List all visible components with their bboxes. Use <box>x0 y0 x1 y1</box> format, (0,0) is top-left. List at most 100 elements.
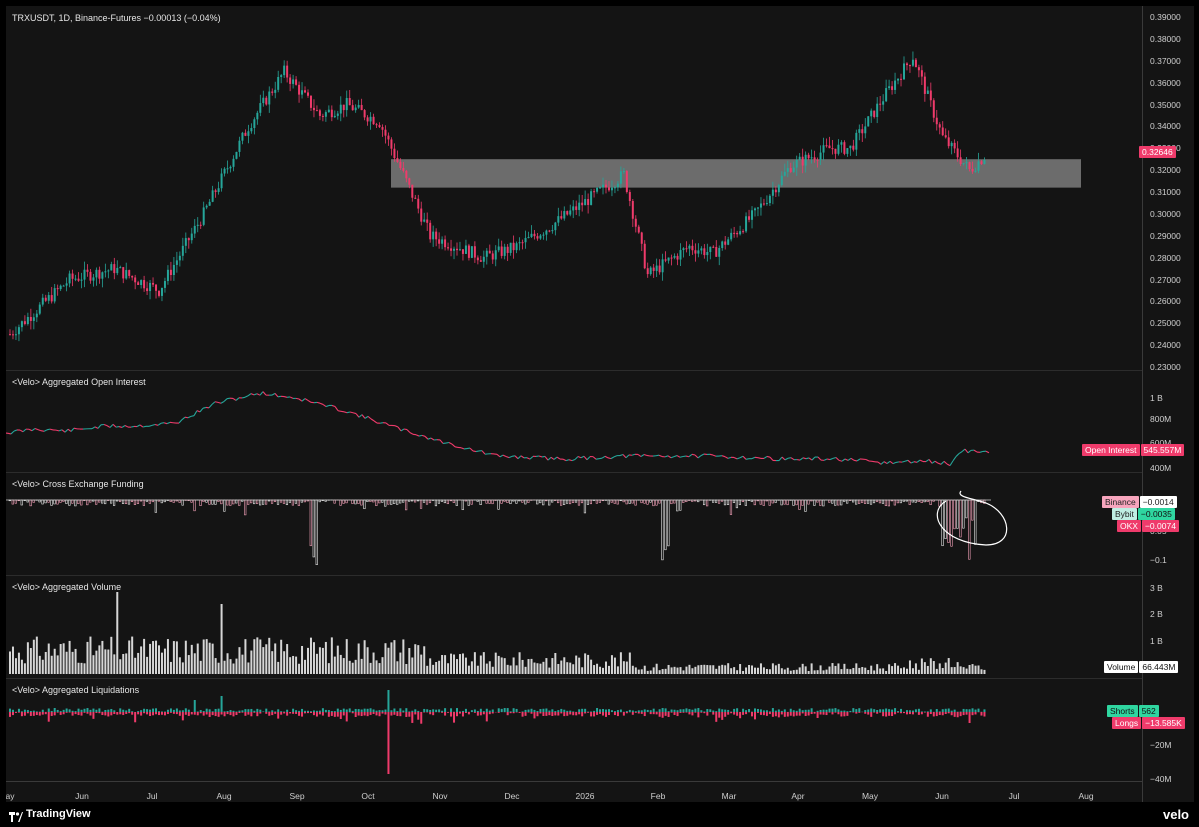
volume-bar <box>441 655 444 674</box>
candle-body <box>372 116 375 125</box>
oi-segment <box>889 460 894 465</box>
liq-long-bar <box>658 712 661 717</box>
funding-bar <box>974 499 977 545</box>
liq-short-bar <box>450 708 453 712</box>
funding-bar <box>354 499 357 505</box>
candle-body <box>879 103 882 105</box>
volume-bar <box>220 604 223 674</box>
candle-body <box>739 231 742 235</box>
volume-bar <box>566 662 569 674</box>
volume-bar <box>348 660 351 674</box>
funding-bar <box>253 499 256 505</box>
liq-long-bar <box>774 712 777 717</box>
liq-long-bar <box>479 712 482 716</box>
candle-body <box>107 270 110 272</box>
candle-body <box>467 245 470 258</box>
time-tick: Jun <box>75 791 89 801</box>
candle-body <box>381 127 384 130</box>
price-pane[interactable]: TRXUSDT, 1D, Binance-Futures −0.00013 (−… <box>6 6 1142 371</box>
candle-body <box>643 243 646 269</box>
oi-segment <box>955 453 960 457</box>
candle-body <box>35 313 38 318</box>
oi-segment <box>124 425 129 428</box>
liq-short-bar <box>199 710 202 712</box>
liq-long-bar <box>399 712 402 717</box>
oi-segment <box>556 456 561 460</box>
funding-bar <box>950 499 953 547</box>
candle-body <box>637 226 640 233</box>
funding-bar <box>908 499 911 505</box>
liq-long-bar <box>119 712 122 715</box>
oi-segment <box>334 406 339 412</box>
candle-body <box>593 191 596 193</box>
volume-bar <box>497 655 500 674</box>
candle-body <box>673 255 676 258</box>
volume-bar <box>447 663 450 674</box>
volume-bar <box>834 665 837 674</box>
liq-long-bar <box>387 712 390 774</box>
candle-body <box>682 248 685 251</box>
candle-body <box>226 168 229 170</box>
volume-bar <box>467 665 470 674</box>
oi-segment <box>226 397 231 400</box>
liq-short-bar <box>140 710 143 712</box>
volume-bar <box>86 641 89 674</box>
liquidations-pane[interactable]: <Velo> Aggregated Liquidations <box>6 679 1142 782</box>
oi-segment <box>946 463 951 467</box>
volume-bar <box>479 655 482 674</box>
candle-body <box>944 135 947 138</box>
volume-bar <box>801 663 804 674</box>
liq-long-bar <box>953 712 956 717</box>
volume-bar <box>9 651 11 674</box>
liq-short-bar <box>301 708 304 712</box>
oi-segment <box>283 396 288 398</box>
liq-short-bar <box>596 708 599 712</box>
liq-long-bar <box>345 712 348 722</box>
liq-short-bar <box>95 709 98 712</box>
oi-tick: 400M <box>1150 463 1172 473</box>
price-tick: 0.39000 <box>1150 12 1181 22</box>
candle-body <box>587 199 590 205</box>
liq-long-bar <box>458 712 461 714</box>
funding-bar <box>360 499 363 506</box>
price-scale[interactable] <box>1142 6 1194 802</box>
liq-long-bar <box>226 712 229 715</box>
price-tick: 0.35000 <box>1150 99 1181 110</box>
candle-body <box>426 219 429 223</box>
volume-pane[interactable]: <Velo> Aggregated Volume <box>6 576 1142 679</box>
volume-bar <box>858 667 861 674</box>
liq-short-bar <box>98 708 101 712</box>
open-interest-pane[interactable]: <Velo> Aggregated Open Interest <box>6 371 1142 473</box>
oi-segment <box>517 455 522 460</box>
candle-body <box>125 270 128 279</box>
funding-bar <box>729 499 733 515</box>
liq-long-bar <box>622 712 625 716</box>
volume-bar <box>798 667 801 674</box>
volume-bar <box>202 639 205 674</box>
funding-bar <box>101 499 104 504</box>
funding-pane[interactable]: <Velo> Cross Exchange Funding <box>6 473 1142 576</box>
candle-body <box>205 205 208 208</box>
volume-bar <box>318 647 321 674</box>
volume-pane-title: <Velo> Aggregated Volume <box>12 582 122 592</box>
liq-short-bar <box>125 710 128 712</box>
oi-segment <box>454 446 459 448</box>
oi-segment <box>562 458 567 462</box>
funding-bar <box>220 499 223 505</box>
volume-bar <box>223 660 226 674</box>
volume-bar <box>533 662 536 674</box>
volume-bar <box>214 658 217 674</box>
liq-long-bar <box>944 712 947 715</box>
liq-short-bar <box>962 708 965 712</box>
liq-long-bar <box>813 712 816 714</box>
candle-body <box>947 137 950 147</box>
volume-bar <box>542 661 545 674</box>
liq-short-bar <box>536 711 539 712</box>
liq-short-bar <box>610 710 613 712</box>
oi-segment <box>430 437 435 441</box>
liq-long-bar <box>524 712 527 716</box>
oi-segment <box>208 404 213 409</box>
volume-bar <box>795 669 798 674</box>
liq-long-bar <box>271 712 274 716</box>
liq-long-bar <box>965 712 968 715</box>
